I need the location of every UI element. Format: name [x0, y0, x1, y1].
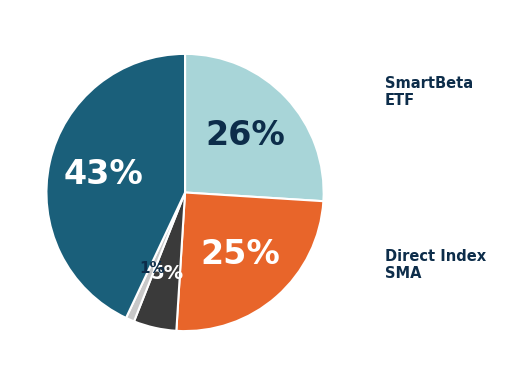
Text: SmartBeta
ETF: SmartBeta ETF: [385, 76, 473, 108]
Wedge shape: [134, 192, 185, 331]
Wedge shape: [46, 54, 185, 318]
Text: Direct Index
SMA: Direct Index SMA: [385, 249, 486, 281]
Text: 26%: 26%: [206, 119, 286, 152]
Text: 1%: 1%: [139, 261, 165, 276]
Wedge shape: [185, 54, 324, 201]
Wedge shape: [126, 192, 185, 321]
Wedge shape: [176, 192, 323, 331]
Text: 25%: 25%: [200, 238, 280, 271]
Text: 5%: 5%: [150, 264, 183, 283]
Text: 43%: 43%: [64, 158, 144, 191]
